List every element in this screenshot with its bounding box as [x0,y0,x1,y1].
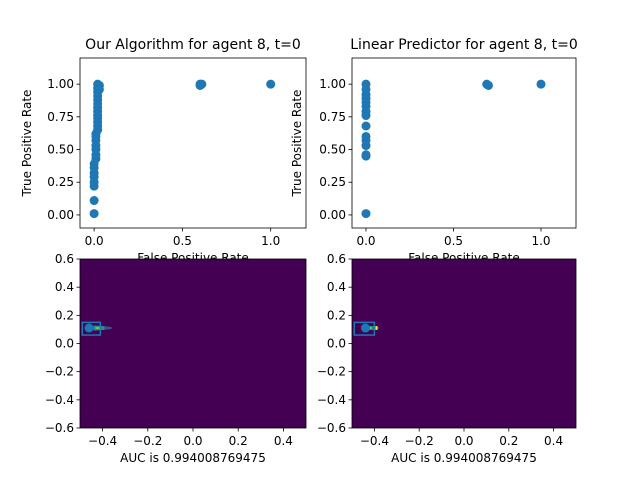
data-point [361,121,371,131]
panel-1: 0.0 0.5 1.0 0.00 0.25 0.50 0.75 1.00 Our Algorit… [20,37,307,265]
heatmap-background [80,259,306,428]
data-point [94,84,104,94]
y-tick-label: 0.6 [327,252,346,266]
y-tick-label: 0.25 [47,175,74,189]
y-tick-label: 0.50 [47,143,74,157]
y-axis-label: True Positive Rate [290,90,304,198]
y-tick-label: 0.25 [319,175,346,189]
data-point [89,196,99,206]
panel-4: −0.4 −0.2 0.0 0.2 0.4 −0.6 −0.4 −0.2 0.0 0.2 0.4 0.… [317,252,577,465]
y-tick-label: 0.6 [55,252,74,266]
data-point [195,80,205,90]
x-tick-label: 0.0 [183,434,202,448]
x-tick-label: 0.2 [229,434,248,448]
axes-frame [79,57,307,229]
x-tick-label: −0.4 [88,434,117,448]
x-tick-label: −0.2 [405,434,434,448]
x-tick-label: 0.2 [499,434,518,448]
y-tick-label: −0.6 [317,421,346,435]
data-point [536,79,546,89]
y-tick-label: 0.2 [55,308,74,322]
agent-marker [84,323,94,333]
heatmap-background [352,259,576,428]
x-tick-label: −0.2 [133,434,162,448]
data-point [266,79,276,89]
panel-2: 0.0 0.5 1.0 0.00 0.25 0.50 0.75 1.00 Linear Pred… [290,37,578,265]
x-tick-label: 0.5 [444,234,463,248]
y-tick-label: 1.00 [47,77,74,91]
y-tick-label: 0.75 [319,110,346,124]
y-tick-label: −0.4 [45,393,74,407]
panel-3: −0.4 −0.2 0.0 0.2 0.4 −0.6 −0.4 −0.2 0.0 0.2 0.4 0.… [45,252,307,465]
y-tick-label: 1.00 [319,77,346,91]
data-point [361,79,371,89]
data-point [89,209,99,219]
y-tick-label: −0.6 [45,421,74,435]
x-tick-label: 0.0 [356,234,375,248]
y-axis-label: True Positive Rate [20,90,34,198]
axes-frame [351,57,577,229]
panels: 0.0 0.5 1.0 0.00 0.25 0.50 0.75 1.00 Our Algorit… [20,37,578,465]
y-tick-label: 0.0 [327,337,346,351]
x-tick-label: 0.5 [173,234,192,248]
x-tick-label: 1.0 [531,234,550,248]
y-tick-label: −0.2 [317,365,346,379]
x-tick-label: −0.4 [360,434,389,448]
x-tick-label: 0.0 [454,434,473,448]
agent-marker [360,323,370,333]
x-axis-label: AUC is 0.994008769475 [391,451,537,465]
y-tick-label: 0.4 [55,280,74,294]
y-tick-label: 0.75 [47,110,74,124]
y-tick-label: 0.00 [47,208,74,222]
chart-title: Linear Predictor for agent 8, t=0 [350,37,577,53]
x-tick-label: 0.0 [85,234,104,248]
data-point [361,131,371,141]
data-point [484,80,493,90]
x-tick-label: 1.0 [261,234,280,248]
y-tick-label: 0.50 [319,143,346,157]
chart-title: Our Algorithm for agent 8, t=0 [85,37,301,53]
x-axis-label: AUC is 0.994008769475 [120,451,266,465]
heatmap-hotspot-core [95,327,101,330]
y-tick-label: 0.2 [327,308,346,322]
data-point [361,150,371,160]
y-tick-label: 0.0 [55,337,74,351]
y-tick-label: 0.4 [327,280,346,294]
x-tick-label: 0.4 [274,434,293,448]
selection-box [81,321,102,336]
y-tick-label: −0.4 [317,393,346,407]
selection-box [353,321,376,336]
data-point [361,209,371,219]
y-tick-label: −0.2 [45,365,74,379]
y-tick-label: 0.00 [319,208,346,222]
heatmap-peak [375,326,378,331]
x-tick-label: 0.4 [544,434,563,448]
